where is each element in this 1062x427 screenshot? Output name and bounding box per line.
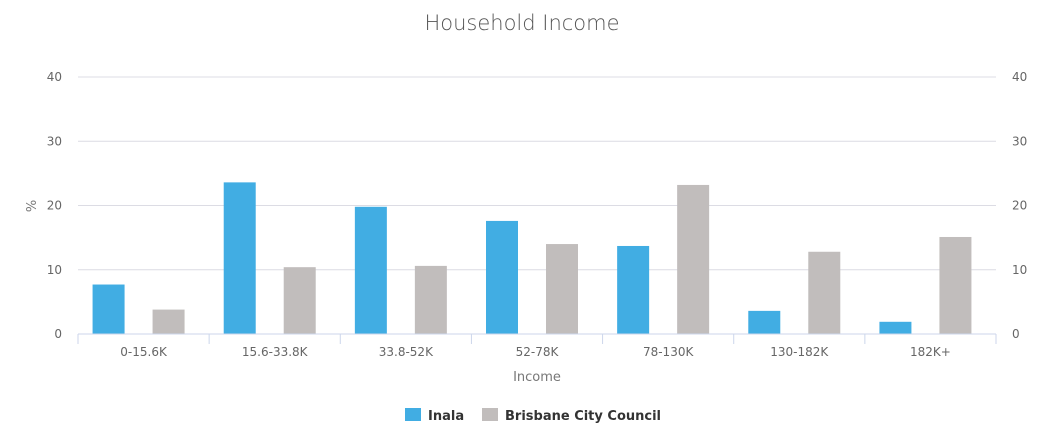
- y-tick-left-3: 30: [47, 134, 62, 148]
- y-tick-left-2: 20: [47, 199, 62, 213]
- bar-series-1-2: [414, 265, 447, 334]
- bar-series-1-6: [939, 236, 972, 334]
- bar-series-0-6: [879, 321, 912, 334]
- x-axis-title: Income: [513, 370, 561, 385]
- grid-layer: [78, 76, 996, 271]
- bars-layer: [92, 182, 972, 334]
- y-tick-right-0: 0: [1012, 327, 1020, 341]
- bar-series-0-0: [92, 284, 125, 334]
- legend-label-1: Brisbane City Council: [505, 409, 661, 424]
- bar-series-1-0: [152, 309, 185, 334]
- x-tick-label-1: 15.6-33.8K: [242, 345, 309, 359]
- bar-series-0-3: [486, 220, 518, 334]
- bar-series-1-4: [677, 184, 710, 334]
- bar-series-1-5: [808, 251, 841, 334]
- y-tick-left-1: 10: [47, 263, 62, 277]
- x-tick-label-4: 78-130K: [643, 345, 695, 359]
- bar-series-1-3: [546, 244, 578, 334]
- x-tick-label-2: 33.8-52K: [379, 345, 434, 359]
- chart-title: Household Income: [424, 11, 619, 35]
- x-tick-label-0: 0-15.6K: [120, 345, 168, 359]
- legend-swatch-1: [482, 408, 498, 421]
- x-tick-label-3: 52-78K: [516, 345, 560, 359]
- legend-swatch-0: [405, 408, 421, 421]
- x-tick-label-5: 130-182K: [770, 345, 829, 359]
- bar-series-0-4: [617, 245, 650, 334]
- bar-series-1-1: [283, 267, 316, 334]
- y-tick-right-1: 10: [1012, 263, 1027, 277]
- bar-series-0-5: [748, 310, 781, 334]
- legend-label-0: Inala: [428, 409, 464, 424]
- bar-series-0-1: [223, 182, 256, 334]
- bar-series-0-2: [354, 206, 387, 334]
- y-tick-right-4: 40: [1012, 70, 1027, 84]
- legend: Inala Brisbane City Council: [405, 408, 661, 424]
- y-tick-left-4: 40: [47, 70, 62, 84]
- x-tick-label-6: 182K+: [910, 345, 951, 359]
- y-tick-left-0: 0: [54, 327, 62, 341]
- axis-layer: 0 0 10 10 20 20 30 30 40 40 0-15.6K 15.6-33.8K 33.8-…: [47, 70, 1028, 359]
- y-tick-right-2: 20: [1012, 199, 1027, 213]
- y-tick-right-3: 30: [1012, 134, 1027, 148]
- y-axis-title: %: [25, 200, 40, 212]
